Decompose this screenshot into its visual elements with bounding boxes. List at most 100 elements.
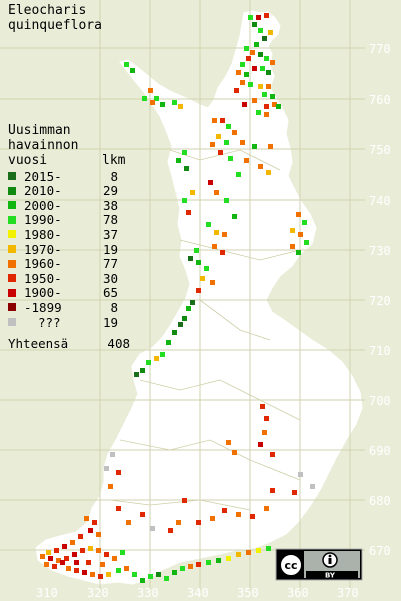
legend-swatch [8, 303, 16, 312]
legend-count: 77 [102, 256, 118, 272]
observation-square [54, 548, 59, 553]
observation-square [264, 104, 269, 109]
legend-row: 1900- 65 [8, 285, 118, 300]
observation-square [244, 72, 249, 77]
observation-square [60, 560, 65, 565]
legend-swatch [8, 288, 16, 297]
observation-square [112, 556, 117, 561]
observation-square [154, 96, 159, 101]
legend-total-label: Yhteensä [8, 336, 69, 351]
observation-square [104, 552, 109, 557]
observation-square [74, 560, 79, 565]
observation-square [210, 280, 215, 285]
observation-square [258, 52, 263, 57]
observation-square [246, 550, 251, 555]
observation-square [184, 166, 189, 171]
legend-label: 2015- [24, 168, 62, 184]
observation-square [260, 66, 265, 71]
observation-square [296, 250, 301, 255]
observation-square [266, 170, 271, 175]
y-tick-label: 760 [369, 93, 391, 107]
observation-square [182, 316, 187, 321]
observation-square [124, 566, 129, 571]
observation-square [178, 322, 183, 327]
observation-square [270, 452, 275, 457]
y-tick-label: 750 [369, 143, 391, 157]
observation-square [160, 352, 165, 357]
observation-square [40, 554, 45, 559]
observation-square [100, 562, 105, 567]
observation-square [176, 520, 181, 525]
observation-square [296, 212, 301, 217]
legend-count: 8 [110, 168, 118, 184]
observation-square [264, 506, 269, 511]
observation-square [248, 15, 253, 20]
legend-title-line-3: vuosi [8, 153, 48, 168]
observation-square [298, 472, 303, 477]
observation-square [48, 556, 53, 561]
observation-square [240, 62, 245, 67]
observation-square [252, 98, 257, 103]
observation-square [194, 248, 199, 253]
observation-square [200, 276, 205, 281]
legend-label: 1990- [24, 212, 62, 228]
legend-title-line-1: Uusimman [8, 123, 71, 138]
observation-square [240, 80, 245, 85]
observation-square [224, 140, 229, 145]
y-tick-label: 770 [369, 42, 391, 56]
observation-square [264, 56, 269, 61]
legend-swatch [8, 230, 16, 239]
observation-square [262, 36, 267, 41]
observation-square [244, 46, 249, 51]
observation-square [182, 498, 187, 503]
observation-square [252, 144, 257, 149]
observation-square [172, 100, 177, 105]
coordinate-grid [0, 0, 365, 590]
observation-square [130, 68, 135, 73]
observation-square [96, 532, 101, 537]
observation-square [166, 340, 171, 345]
observation-square [196, 260, 201, 265]
observation-square [256, 15, 261, 20]
observation-square [90, 572, 95, 577]
observation-square [268, 30, 273, 35]
observation-square [142, 96, 147, 101]
observation-square [186, 306, 191, 311]
observation-square [258, 164, 263, 169]
observation-square [46, 550, 51, 555]
observation-square [246, 56, 251, 61]
observation-square [188, 256, 193, 261]
observation-square [218, 150, 223, 155]
observation-square [290, 228, 295, 233]
observation-square [310, 484, 315, 489]
observation-square [270, 488, 275, 493]
y-tick-label: 740 [369, 194, 391, 208]
observation-square [148, 574, 153, 579]
legend-label: 1960- [24, 256, 62, 272]
observation-square [116, 568, 121, 573]
legend-count: 19 [102, 241, 118, 257]
observation-square [254, 42, 259, 47]
observation-square [108, 484, 113, 489]
cc-icon [279, 553, 303, 577]
observation-square [140, 368, 145, 373]
observation-square [182, 198, 187, 203]
cc-by-license-badge[interactable]: cc BY [275, 548, 363, 581]
observation-square [232, 450, 237, 455]
observation-square [252, 66, 257, 71]
observation-square [186, 210, 191, 215]
observation-square [52, 564, 57, 569]
observation-square [266, 70, 271, 75]
observation-square [298, 232, 303, 237]
observation-square [264, 13, 269, 18]
observation-square [206, 560, 211, 565]
observation-square [270, 60, 275, 65]
observation-square [226, 556, 231, 561]
observation-square [190, 300, 195, 305]
observation-square [236, 70, 241, 75]
legend-label: -1899 [24, 299, 62, 315]
observation-square [78, 534, 83, 539]
x-tick-label: 350 [237, 586, 259, 600]
observation-square [132, 572, 137, 577]
